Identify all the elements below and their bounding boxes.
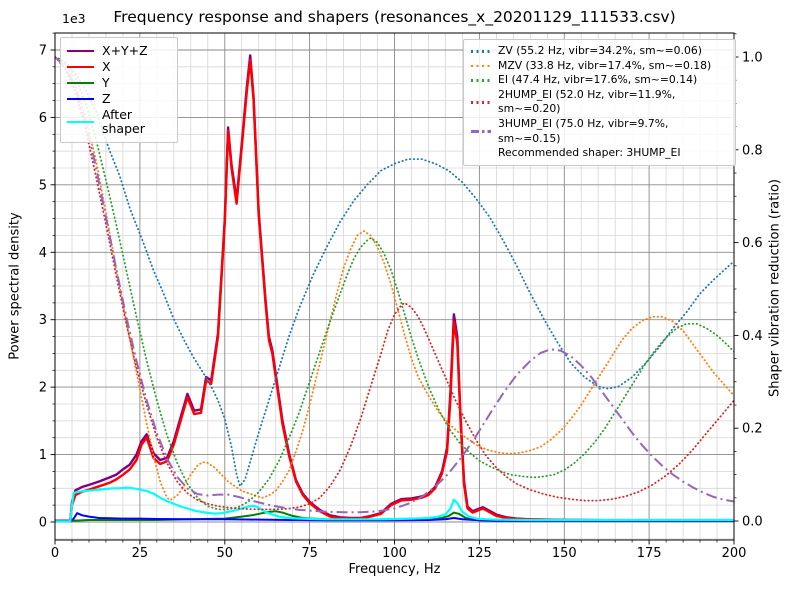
x-tick-label: 75 [301,546,318,561]
y-axis-label-left: Power spectral density [7,212,23,360]
x-tick-label: 175 [637,546,662,561]
legend-line-swatch-solid [67,97,94,100]
y-left-tick-label: 4 [39,246,47,261]
legend-item: Z [67,90,171,107]
y-right-tick-label: 0.6 [742,236,763,251]
legend-shapers: ZV (55.2 Hz, vibr=34.2%, sm~=0.06) MZV (3… [463,39,736,166]
series-mzv [55,56,734,502]
legend-item: After shaper [67,106,171,137]
series-after-shaper [55,486,734,523]
legend-line-swatch-solid [67,81,94,84]
chart-title: Frequency response and shapers (resonanc… [113,8,676,26]
legend-label: Z [102,90,111,106]
y-right-tick-label: 0.4 [742,329,763,344]
x-tick-label: 50 [216,546,233,561]
y-left-tick-label: 3 [39,313,47,328]
legend-label: Recommended shaper: 3HUMP_EI [498,146,681,160]
legend-line-swatch-dotted [471,50,491,53]
series-3hump_ei [55,56,734,514]
x-axis-label: Frequency, Hz [348,562,441,577]
legend-item: 3HUMP_EI (75.0 Hz, vibr=9.7%, sm~=0.15) [471,117,728,146]
legend-label: EI (47.4 Hz, vibr=17.6%, sm~=0.14) [498,73,698,87]
x-tick-label: 100 [382,546,407,561]
axes-frame [54,32,735,541]
legend-item: MZV (33.8 Hz, vibr=17.4%, sm~=0.18) [471,59,728,74]
legend-label: After shaper [102,106,145,136]
y-right-tick-label: 0.2 [742,422,763,437]
legend-item: X [67,58,171,75]
y-left-tick-label: 2 [39,381,47,396]
y-axis-offset-label: 1e3 [62,11,86,26]
series-2hump_ei [55,56,734,511]
x-tick-label: 125 [467,546,492,561]
legend-label: X+Y+Z [102,42,148,58]
y-right-tick-label: 0.8 [742,143,763,158]
legend-spacer [471,152,491,155]
legend-psd: X+Y+Z X Y Z After shaper [60,37,178,143]
x-tick-label: 200 [722,546,747,561]
legend-label: ZV (55.2 Hz, vibr=34.2%, sm~=0.06) [498,44,702,57]
series-x [55,58,734,523]
legend-line-swatch-solid [67,49,94,52]
legend-label: 2HUMP_EI (52.0 Hz, vibr=11.9%, sm~=0.20) [498,87,676,116]
legend-line-swatch-dotted [471,101,491,104]
y-right-tick-label: 0.0 [742,515,763,530]
legend-line-swatch-dotted [471,64,491,68]
legend-line-swatch-dotted [471,79,491,82]
legend-line-swatch-solid [67,65,94,68]
legend-label: MZV (33.8 Hz, vibr=17.4%, sm~=0.18) [498,58,712,72]
y-axis-label-right: Shaper vibration reduction (ratio) [767,179,783,397]
y-left-tick-label: 0 [39,516,47,531]
legend-item: ZV (55.2 Hz, vibr=34.2%, sm~=0.06) [471,44,728,59]
legend-line-swatch-dashdot [471,130,491,133]
legend-label: Y [102,74,110,90]
series-z [55,512,734,523]
y-left-tick-label: 1 [39,448,47,463]
y-left-tick-label: 7 [39,43,47,58]
legend-label: X [102,58,111,74]
legend-item: X+Y+Z [67,42,171,59]
y-right-tick-label: 1.0 [742,51,763,66]
series-ei [55,56,734,511]
legend-label: 3HUMP_EI (75.0 Hz, vibr=9.7%, sm~=0.15) [498,116,669,145]
x-tick-label: 25 [132,546,149,561]
legend-item: 2HUMP_EI (52.0 Hz, vibr=11.9%, sm~=0.20) [471,88,728,117]
legend-item: Recommended shaper: 3HUMP_EI [471,146,728,161]
legend-item: Y [67,74,171,91]
y-left-tick-label: 5 [39,178,47,193]
series-zv [55,56,734,488]
legend-line-swatch-solid [67,121,94,123]
y-left-tick-label: 6 [39,111,47,126]
x-tick-label: 150 [552,546,577,561]
x-tick-label: 0 [51,546,59,561]
legend-item: EI (47.4 Hz, vibr=17.6%, sm~=0.14) [471,73,728,88]
